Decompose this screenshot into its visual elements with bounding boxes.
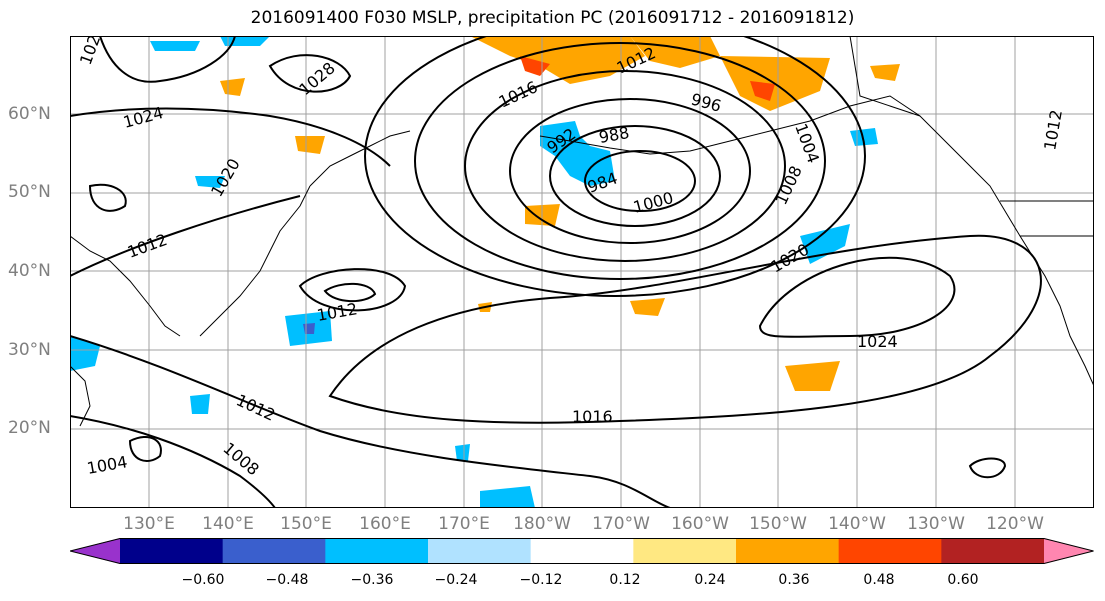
lon-label: 160°W [671, 514, 729, 534]
lon-label: 130°E [123, 514, 175, 534]
colorbar [70, 538, 1094, 564]
colorbar-tick: −0.24 [434, 572, 478, 588]
lat-label: 20°N [8, 418, 51, 438]
colorbar-segment [1044, 538, 1094, 564]
colorbar-segment [428, 538, 532, 564]
lat-label: 40°N [8, 261, 51, 281]
colorbar-tick: 0.48 [863, 572, 895, 588]
lon-label: 180°W [513, 514, 571, 534]
lat-label: 30°N [8, 340, 51, 360]
lon-label: 150°E [280, 514, 332, 534]
colorbar-tick: −0.36 [350, 572, 394, 588]
colorbar-segment [70, 538, 120, 564]
colorbar-segment [633, 538, 737, 564]
lon-label: 170°E [438, 514, 490, 534]
lon-label: 170°W [592, 514, 650, 534]
lat-label: 60°N [8, 104, 51, 124]
contour-label: 1016 [572, 407, 613, 426]
contour-label: 1008 [219, 439, 262, 480]
colorbar-tick: 0.24 [694, 572, 726, 588]
lon-label: 130°W [907, 514, 965, 534]
colorbar-segment [222, 538, 326, 564]
lon-label: 140°W [828, 514, 886, 534]
map-frame [70, 36, 1094, 508]
colorbar-tick: 0.60 [947, 572, 979, 588]
lon-label: 140°E [202, 514, 254, 534]
contour-label: 1004 [85, 452, 128, 478]
colorbar-segment [838, 538, 942, 564]
contour-label: 1024 [857, 332, 898, 351]
contour-label: 1024 [121, 103, 165, 132]
lon-label: 160°E [359, 514, 411, 534]
contour-label: 1000 [631, 188, 675, 217]
colorbar-segment [941, 538, 1045, 564]
contour-label: 988 [597, 123, 630, 147]
colorbar-segment [325, 538, 429, 564]
colorbar-tick: −0.12 [519, 572, 563, 588]
contour-label: 1028 [76, 36, 108, 67]
colorbar-tick: 0.12 [609, 572, 641, 588]
colorbar-segment [120, 538, 224, 564]
contour-label: 1012 [1040, 108, 1066, 151]
contour-label: 1004 [791, 121, 823, 166]
contour-label: 1028 [295, 58, 338, 99]
colorbar-segment [530, 538, 634, 564]
contour-label: 1012 [233, 390, 278, 424]
chart-title: 2016091400 F030 MSLP, precipitation PC (… [250, 8, 855, 28]
lon-label: 120°W [986, 514, 1044, 534]
colorbar-tick: −0.48 [265, 572, 309, 588]
coastlines [70, 36, 1094, 427]
contour-labels: 1028 1028 1024 1020 1012 1016 1012 996 9… [76, 36, 1066, 479]
contour-label: 1016 [496, 77, 541, 111]
colorbar-segment [736, 538, 840, 564]
colorbar-outline [70, 538, 1094, 564]
contour-label: 996 [689, 90, 723, 116]
colorbar-tick: −0.60 [181, 572, 225, 588]
contour-label: 1012 [125, 230, 170, 262]
mslp-contours [70, 36, 1042, 508]
lat-label: 50°N [8, 182, 51, 202]
colorbar-tick: 0.36 [778, 572, 810, 588]
lat-lon-grid [70, 36, 1094, 508]
lon-label: 150°W [749, 514, 807, 534]
map-plot: 1028 1028 1024 1020 1012 1016 1012 996 9… [70, 36, 1094, 508]
contour-label: 1008 [771, 163, 805, 208]
